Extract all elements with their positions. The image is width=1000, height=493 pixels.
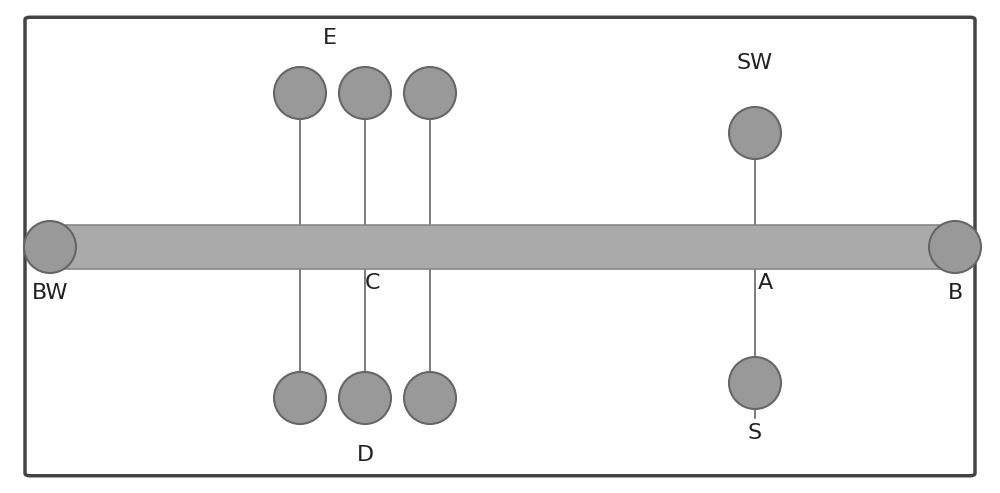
Text: B: B bbox=[947, 283, 963, 303]
Ellipse shape bbox=[274, 67, 326, 119]
FancyBboxPatch shape bbox=[42, 225, 963, 269]
Text: E: E bbox=[323, 28, 337, 48]
Ellipse shape bbox=[339, 372, 391, 424]
Text: SW: SW bbox=[737, 53, 773, 73]
Ellipse shape bbox=[404, 67, 456, 119]
Text: BW: BW bbox=[32, 283, 68, 303]
Ellipse shape bbox=[729, 357, 781, 409]
Ellipse shape bbox=[404, 372, 456, 424]
Ellipse shape bbox=[929, 221, 981, 273]
Text: A: A bbox=[758, 273, 773, 293]
Ellipse shape bbox=[339, 67, 391, 119]
Text: C: C bbox=[365, 273, 380, 293]
Ellipse shape bbox=[274, 372, 326, 424]
Ellipse shape bbox=[24, 221, 76, 273]
Text: D: D bbox=[356, 445, 374, 465]
Text: S: S bbox=[748, 423, 762, 443]
Ellipse shape bbox=[729, 107, 781, 159]
